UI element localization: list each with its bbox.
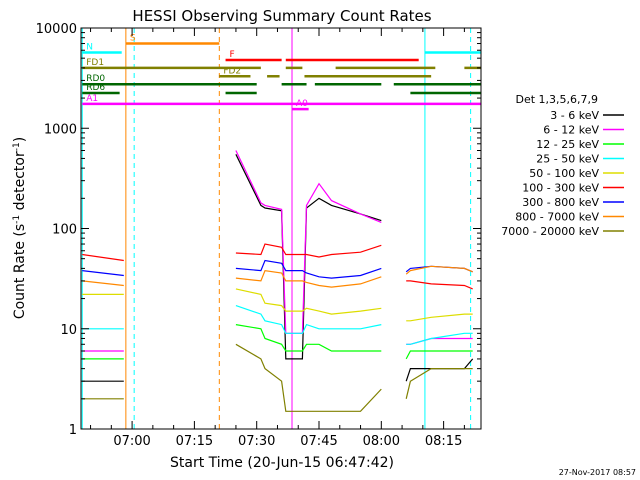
x-axis-label: Start Time (20-Jun-15 06:47:42) bbox=[170, 455, 394, 471]
flag-bar-label: F bbox=[230, 50, 235, 60]
y-tick-label: 100 bbox=[52, 223, 77, 238]
series-line bbox=[406, 280, 473, 290]
series-line bbox=[82, 253, 124, 262]
y-tick-label: 1 bbox=[69, 423, 77, 438]
legend-item-label: 12 - 25 keV bbox=[536, 138, 599, 151]
legend-item-label: 7000 - 20000 keV bbox=[501, 225, 599, 238]
legend-item-label: 50 - 100 keV bbox=[529, 167, 599, 180]
legend-item-label: 6 - 12 keV bbox=[543, 124, 599, 137]
x-axis-ticks: 07:00 07:15 07:30 07:45 08:00 08:15 bbox=[90, 28, 465, 449]
series-line bbox=[235, 269, 382, 288]
y-tick-label: 1000 bbox=[44, 122, 77, 137]
series-line bbox=[235, 324, 382, 352]
series-line bbox=[406, 332, 473, 345]
series-line bbox=[235, 154, 382, 360]
legend-item-label: 800 - 7000 keV bbox=[515, 211, 599, 224]
series-line bbox=[235, 259, 382, 279]
footer-date: 27-Nov-2017 08:57 bbox=[559, 468, 636, 477]
flag-bar-label: RD0 bbox=[86, 74, 105, 84]
legend-title: Det 1,3,5,6,7,9 bbox=[515, 93, 598, 106]
series-line bbox=[406, 313, 473, 322]
flag-bar-label: N bbox=[86, 42, 93, 52]
y-axis-ticks: 1 10 100 1000 10000 bbox=[36, 22, 481, 438]
series-line bbox=[405, 368, 473, 399]
x-tick-label: 08:15 bbox=[425, 434, 462, 449]
flag-bar-label: FD1 bbox=[86, 58, 104, 68]
x-tick-label: 07:30 bbox=[238, 434, 275, 449]
data-series bbox=[82, 150, 474, 412]
series-line bbox=[235, 343, 382, 412]
series-line bbox=[82, 280, 124, 287]
series-line bbox=[235, 305, 382, 334]
flag-bar-label: S bbox=[130, 34, 136, 44]
x-tick-label: 07:45 bbox=[300, 434, 337, 449]
legend-item-label: 300 - 800 keV bbox=[522, 196, 599, 209]
chart-title: HESSI Observing Summary Count Rates bbox=[132, 7, 431, 25]
vertical-markers bbox=[81, 28, 472, 429]
series-line bbox=[235, 288, 382, 315]
flag-bar-label: FD2 bbox=[223, 66, 241, 76]
series-line bbox=[405, 265, 473, 275]
legend-item-label: 25 - 50 keV bbox=[536, 153, 599, 166]
y-axis-label-sup: -1 bbox=[12, 142, 22, 151]
series-line bbox=[405, 350, 473, 360]
y-axis-label-part: Count Rate (s bbox=[12, 224, 28, 319]
x-tick-label: 07:00 bbox=[113, 434, 150, 449]
y-tick-label: 10000 bbox=[36, 22, 77, 37]
series-line bbox=[82, 270, 124, 277]
y-tick-label: 10 bbox=[60, 323, 77, 338]
series-line bbox=[235, 243, 382, 258]
legend-item-label: 100 - 300 keV bbox=[522, 182, 599, 195]
y-axis-label-part: detector bbox=[12, 151, 28, 215]
flag-bar-label: RD6 bbox=[86, 83, 105, 93]
y-axis-label-part: ) bbox=[12, 137, 28, 142]
x-tick-label: 07:15 bbox=[176, 434, 213, 449]
y-axis-label-sup: -1 bbox=[12, 215, 22, 224]
flag-bar-label: A0 bbox=[296, 99, 308, 109]
x-tick-label: 08:00 bbox=[363, 434, 400, 449]
legend-item-label: 3 - 6 keV bbox=[550, 109, 599, 122]
flag-bar-label: A1 bbox=[86, 94, 98, 104]
y-axis-label: Count Rate (s-1 detector-1) bbox=[12, 137, 28, 319]
